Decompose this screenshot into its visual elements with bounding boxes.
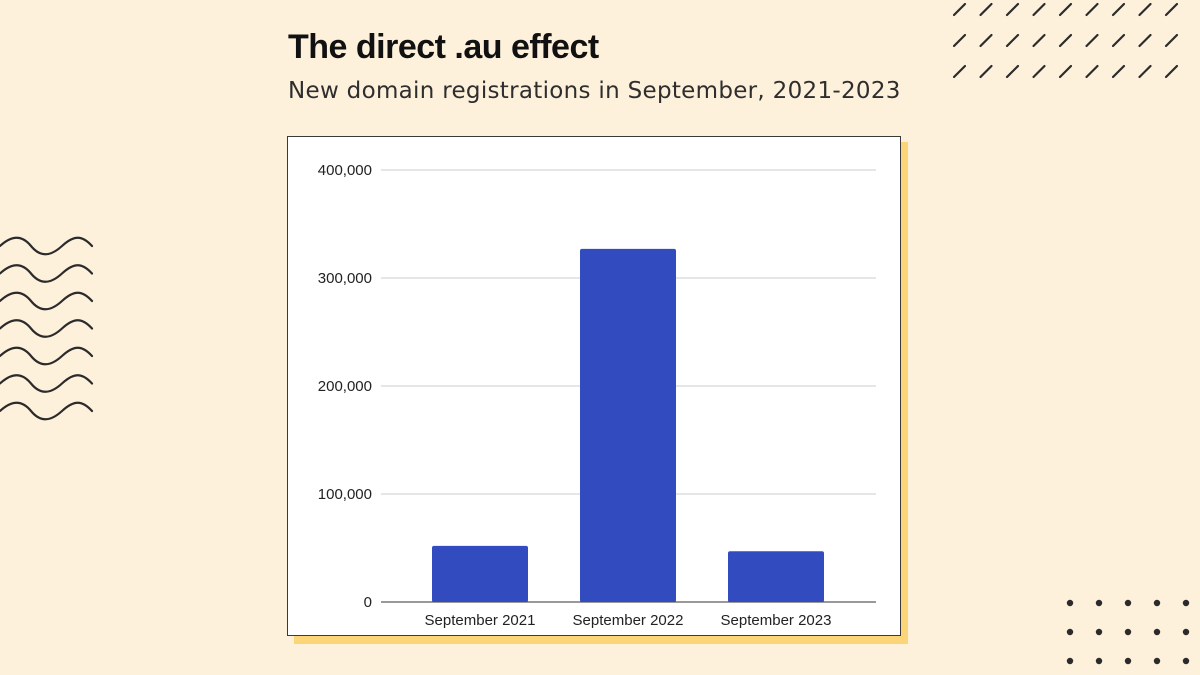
wave-line [0, 374, 94, 393]
dot-mark [1153, 628, 1161, 636]
dash-mark [1032, 2, 1046, 17]
x-tick-label: September 2023 [721, 612, 832, 629]
dash-mark [1138, 64, 1152, 79]
dot-mark [1124, 628, 1132, 636]
y-tick-label: 100,000 [318, 486, 372, 503]
dash-mark [952, 33, 967, 48]
dash-mark [1058, 33, 1073, 48]
dot-mark [1124, 657, 1132, 665]
bar-chart: 0 100,000 200,000 300,000 400,000 September 2… [318, 162, 876, 629]
dash-mark [952, 2, 967, 17]
dash-mark [1164, 33, 1179, 48]
y-tick-label: 400,000 [318, 162, 372, 179]
dash-mark [952, 64, 967, 79]
wave-line [0, 236, 94, 256]
dot-mark [1095, 628, 1103, 636]
bar [432, 545, 528, 602]
dash-mark [1111, 64, 1126, 79]
dash-mark [1058, 2, 1073, 17]
dash-mark [1085, 33, 1099, 48]
dash-mark [979, 2, 993, 17]
dot-mark [1095, 599, 1103, 607]
dash-mark [1164, 2, 1179, 17]
wave-line [0, 264, 94, 283]
dot-mark [1066, 599, 1074, 607]
y-tick-label: 300,000 [318, 270, 372, 287]
dash-mark [1005, 2, 1020, 17]
dash-mark [1058, 64, 1073, 79]
dot-mark [1095, 657, 1103, 665]
dash-mark [1138, 33, 1152, 48]
dash-mark [1032, 33, 1046, 48]
wave-line [0, 401, 94, 421]
dot-mark [1124, 599, 1132, 607]
dash-mark [1032, 64, 1046, 79]
page-title: The direct .au effect [288, 28, 599, 66]
bar [580, 248, 676, 602]
dot-mark [1066, 657, 1074, 665]
wave-line [0, 291, 94, 311]
diagonal-dash-pattern [952, 2, 1179, 79]
dash-mark [1085, 2, 1099, 17]
dot-grid-pattern [1066, 599, 1190, 665]
dot-mark [1182, 599, 1190, 607]
wave-line [0, 346, 94, 366]
dash-mark [1164, 64, 1179, 79]
x-tick-label: September 2021 [425, 612, 536, 629]
wavy-lines-pattern [0, 236, 94, 421]
dash-mark [979, 33, 993, 48]
dot-mark [1182, 657, 1190, 665]
bar [728, 551, 824, 602]
dash-mark [1005, 33, 1020, 48]
dot-mark [1153, 599, 1161, 607]
y-tick-label: 0 [364, 594, 372, 611]
dash-mark [1005, 64, 1020, 79]
page-subtitle: New domain registrations in September, 2… [288, 78, 901, 104]
dash-mark [1111, 2, 1126, 17]
wave-line [0, 319, 94, 338]
dot-mark [1066, 628, 1074, 636]
dot-mark [1182, 628, 1190, 636]
dash-mark [1138, 2, 1152, 17]
y-tick-label: 200,000 [318, 378, 372, 395]
dash-mark [1111, 33, 1126, 48]
dot-mark [1153, 657, 1161, 665]
dash-mark [1085, 64, 1099, 79]
dash-mark [979, 64, 993, 79]
x-tick-label: September 2022 [573, 612, 684, 629]
chart-card: 0 100,000 200,000 300,000 400,000 September 2… [287, 136, 901, 636]
